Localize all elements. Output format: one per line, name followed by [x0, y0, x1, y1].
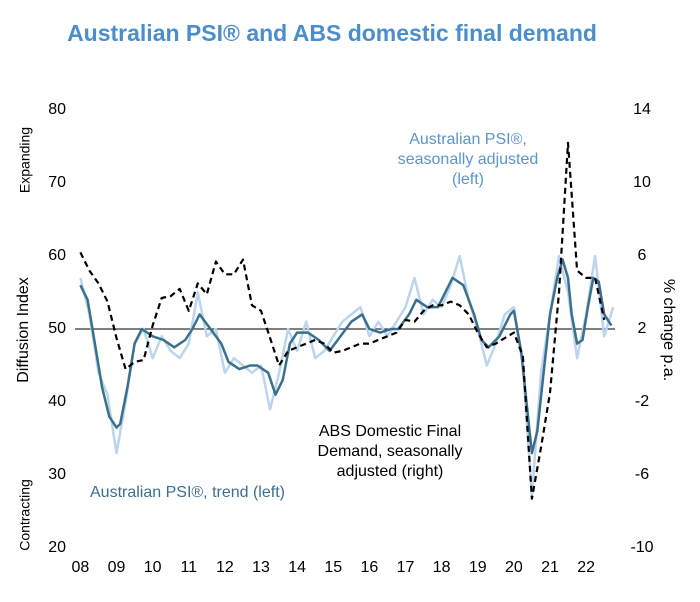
y2-tick-label: 10: [633, 174, 651, 191]
chart-title: Australian PSI® and ABS domestic final d…: [67, 20, 597, 46]
y2-tick-label: 6: [638, 247, 647, 264]
y-tick-label: 80: [48, 101, 66, 118]
x-tick-label: 15: [324, 559, 342, 576]
x-tick-label: 20: [505, 559, 523, 576]
series-label: adjusted (right): [337, 463, 444, 480]
x-tick-label: 22: [577, 559, 595, 576]
series-line: [79, 254, 615, 499]
x-tick-label: 13: [252, 559, 270, 576]
series-line: [79, 258, 613, 455]
x-tick-label: 17: [397, 559, 415, 576]
series-label: Australian PSI®,: [409, 131, 527, 148]
series-label: (left): [452, 171, 484, 188]
y2-axis-label: % change p.a.: [660, 279, 677, 381]
y2-tick-label: -6: [635, 466, 649, 483]
series-line: [79, 141, 606, 500]
series-label: seasonally adjusted: [398, 151, 539, 168]
x-tick-label: 14: [288, 559, 306, 576]
y-axis-label: Diffusion Index: [15, 277, 32, 383]
contracting-note: Contracting: [17, 479, 33, 551]
x-tick-label: 10: [144, 559, 162, 576]
x-tick-label: 12: [216, 559, 234, 576]
expanding-note: Expanding: [17, 127, 33, 193]
y-tick-label: 50: [48, 320, 66, 337]
x-tick-label: 18: [433, 559, 451, 576]
y-tick-label: 60: [48, 247, 66, 264]
x-tick-label: 16: [360, 559, 378, 576]
y-tick-label: 40: [48, 393, 66, 410]
x-tick-label: 19: [469, 559, 487, 576]
x-tick-label: 11: [180, 559, 197, 576]
series-label: Australian PSI®, trend (left): [90, 484, 285, 501]
y2-tick-label: -10: [630, 539, 653, 556]
y2-tick-label: -2: [635, 393, 649, 410]
x-tick-label: 09: [108, 559, 126, 576]
y2-tick-label: 2: [638, 320, 647, 337]
series-label: Demand, seasonally: [318, 443, 463, 460]
y2-tick-label: 14: [633, 101, 651, 118]
y-tick-label: 30: [48, 466, 66, 483]
y-tick-label: 70: [48, 174, 66, 191]
series-label: ABS Domestic Final: [319, 423, 461, 440]
x-tick-label: 21: [541, 559, 559, 576]
x-tick-label: 08: [72, 559, 90, 576]
y-tick-label: 20: [48, 539, 66, 556]
